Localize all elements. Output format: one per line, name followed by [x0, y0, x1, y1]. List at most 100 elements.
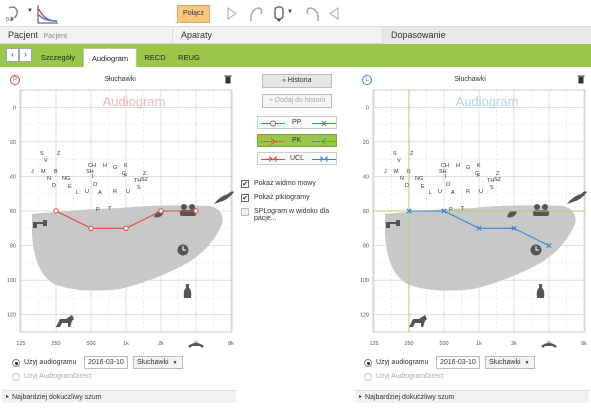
speech-letter: Z — [57, 151, 61, 157]
y-tick-label: 20 — [10, 140, 16, 146]
legend-row-ucl[interactable]: UCL — [257, 152, 337, 165]
add-to-history-button[interactable]: + Dodaj do historii — [262, 94, 332, 108]
speech-letter: G — [113, 165, 117, 171]
chart-watermark: Audiogram — [103, 94, 166, 109]
right-audiogram-chart[interactable]: AudiogramSZVJMBNNGDELUCHSHHGKFTHIOARPTCZ… — [353, 84, 591, 348]
hearing-aid-selected-icon[interactable] — [272, 5, 286, 25]
left-noise-expander[interactable]: ▸ Najbardziej dokuczliwy szum — [2, 390, 236, 403]
tab-audiogram[interactable]: Audiogram — [83, 48, 137, 67]
left-use-audiogram-label: Użyj audiogramu — [24, 359, 77, 366]
connect-button[interactable]: Połącz — [177, 5, 210, 23]
tab-fitting[interactable]: Dopasowanie — [382, 27, 591, 44]
history-button[interactable]: » Historia — [262, 74, 332, 88]
checkbox-speech-spectrum[interactable]: ✔ Pokaż widmo mowy — [241, 180, 353, 190]
data-point — [193, 208, 199, 214]
x-tick-label: 250 — [51, 341, 60, 347]
phone-icon — [541, 343, 557, 348]
play-icon[interactable] — [226, 6, 238, 23]
graph-view-icon[interactable] — [36, 3, 60, 25]
checkbox-speech-spectrum-label: Pokaż widmo mowy — [254, 180, 316, 187]
checkbox-pictograms[interactable]: ✔ Pokaż piktogramy — [241, 194, 353, 204]
y-tick-label: 60 — [363, 209, 369, 215]
toolbar: 0.3 ▼ Połącz ▼ — [0, 0, 591, 27]
speech-letter: B — [54, 169, 58, 175]
left-source-dropdown[interactable]: Słuchawki ▼ — [133, 356, 183, 369]
y-tick-label: 80 — [10, 244, 16, 250]
speech-letter: O — [93, 182, 98, 188]
right-use-audiogram-radio[interactable] — [364, 359, 372, 367]
right-noise-expander[interactable]: ▸ Najbardziej dokuczliwy szum — [355, 390, 589, 403]
checkbox-splogram-box[interactable] — [241, 208, 249, 216]
right-side-badge: L — [362, 75, 372, 85]
left-side-badge-label: P — [12, 77, 17, 83]
left-delete-icon[interactable] — [224, 75, 232, 86]
y-tick-label: 100 — [360, 278, 369, 284]
speech-letter: R — [113, 189, 117, 195]
legend-ucl-left-icon — [312, 155, 336, 162]
speech-letter: Z — [143, 171, 147, 177]
dropdown-arrow-icon[interactable]: ▼ — [27, 8, 33, 14]
speech-letter: K — [124, 163, 128, 169]
tab-recd[interactable]: RECD — [144, 53, 166, 62]
left-date-field[interactable]: 2016-03-10 — [84, 356, 128, 369]
speech-letter: Z — [496, 171, 500, 177]
tab-reug[interactable]: REUG — [178, 53, 200, 62]
expand-arrow-icon: ▸ — [6, 394, 10, 400]
x-tick-label: 125 — [369, 341, 378, 347]
tab-patient[interactable]: Pacjent Pacjent — [0, 27, 170, 44]
legend-row-pk[interactable]: PK — [257, 134, 337, 147]
legend-row-pp[interactable]: PP — [257, 116, 337, 129]
y-tick-label: 40 — [363, 174, 369, 180]
right-delete-icon[interactable] — [577, 75, 585, 86]
legend-pp-label: PP — [292, 119, 302, 126]
tab-details[interactable]: Szczegóły — [40, 53, 76, 62]
back-icon[interactable] — [328, 6, 340, 23]
hearing-aid-left-icon[interactable] — [305, 5, 321, 25]
speech-letter: M — [394, 169, 399, 175]
right-date-field[interactable]: 2016-03-10 — [436, 356, 480, 369]
plot-frame — [19, 89, 233, 333]
history-label: Historia — [287, 77, 312, 84]
right-use-direct-radio[interactable] — [364, 373, 372, 381]
checkbox-splogram[interactable]: SPLogram w widoku dla pacje... — [241, 208, 353, 222]
dog-icon — [409, 315, 427, 327]
speech-letter: L — [429, 190, 432, 196]
checkbox-pictograms-box[interactable]: ✔ — [241, 194, 249, 202]
right-source-dropdown[interactable]: Słuchawki ▼ — [485, 356, 535, 369]
tab-devices[interactable]: Aparaty — [172, 27, 382, 44]
speech-letter: F — [124, 173, 128, 179]
speech-letter: I — [445, 174, 447, 180]
nav-prev-button[interactable]: ‹ — [6, 48, 19, 62]
speech-letter: R — [466, 189, 470, 195]
speech-letter: S — [393, 151, 397, 157]
right-use-direct-label: Użyj AudiogramDirect — [376, 373, 444, 380]
bird-icon — [214, 191, 234, 204]
data-point — [406, 208, 412, 214]
y-tick-label: 80 — [363, 244, 369, 250]
checkbox-pictograms-label: Pokaż piktogramy — [254, 194, 310, 201]
left-use-audiogram-radio[interactable] — [12, 359, 20, 367]
right-source-label: Słuchawki — [489, 359, 521, 366]
legend-ucl-right-icon — [261, 155, 285, 162]
speech-letter: V — [397, 158, 401, 164]
checkbox-speech-spectrum-box[interactable]: ✔ — [241, 180, 249, 188]
x-tick-label: 250 — [404, 341, 413, 347]
x-tick-label: 2k — [158, 341, 164, 347]
speech-letter: H — [456, 163, 460, 169]
speech-spectrum-area — [32, 205, 223, 291]
speech-letter: G — [466, 165, 470, 171]
hearing-aid-right-icon[interactable] — [248, 5, 264, 25]
x-tick-label: 4k — [193, 341, 199, 347]
y-tick-label: 120 — [7, 313, 16, 319]
hearing-aid-logo-icon[interactable]: 0.3 — [3, 3, 25, 25]
bottle-icon — [536, 284, 545, 298]
phone-icon — [188, 343, 204, 348]
right-use-audiogram-label: Użyj audiogramu — [376, 359, 429, 366]
legend-pk-right-icon — [261, 138, 285, 145]
device-dropdown-arrow-icon[interactable]: ▼ — [287, 9, 293, 15]
speech-letter: SZ — [494, 177, 502, 183]
left-use-direct-radio[interactable] — [12, 373, 20, 381]
history-icon: » — [282, 78, 286, 84]
nav-next-button[interactable]: › — [19, 48, 32, 62]
